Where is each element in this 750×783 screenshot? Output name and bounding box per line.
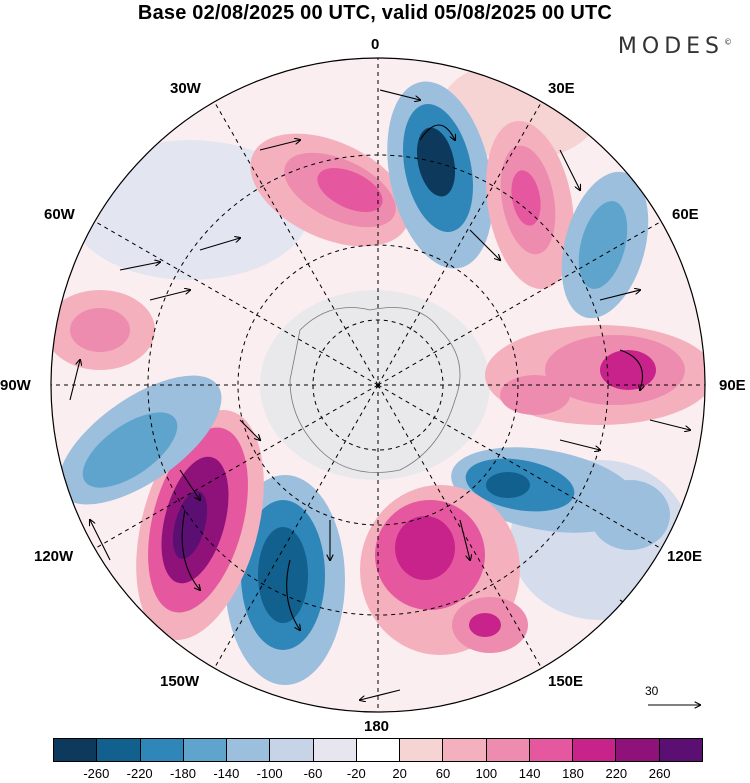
graticule <box>51 58 705 712</box>
colorbar-tick-label: 260 <box>648 766 671 781</box>
modes-logo-mark: © <box>724 37 732 47</box>
colorbar-swatch <box>356 739 401 761</box>
lon-label-150w: 150W <box>160 673 200 690</box>
lon-label-120e: 120E <box>667 548 703 565</box>
colorbar-tick-label: 20 <box>392 766 407 781</box>
colorbar-swatch <box>140 739 184 761</box>
colorbar-tick-label: 140 <box>518 766 541 781</box>
colorbar-tick-label: -20 <box>346 766 366 781</box>
colorbar-swatch <box>183 739 228 761</box>
lon-label-60w: 60W <box>44 206 75 223</box>
lon-label-120w: 120W <box>34 548 74 565</box>
positive-anomaly-160e <box>360 485 528 655</box>
colorbar-tick-label: 60 <box>435 766 451 781</box>
positive-anomaly-0-30w <box>250 133 410 247</box>
colorbar-tick-label: -180 <box>169 766 197 781</box>
modes-logo: MODES© <box>618 34 732 59</box>
negative-anomaly-110e <box>451 447 670 550</box>
colorbar-tick-label: -220 <box>126 766 153 781</box>
lon-label-30w: 30W <box>170 80 201 97</box>
lon-label-60e: 60E <box>672 206 699 223</box>
lon-label-180: 180 <box>364 718 390 735</box>
positive-anomaly-35e <box>486 120 574 290</box>
lon-label-90e: 90E <box>719 377 746 394</box>
colorbar-swatch <box>529 739 574 761</box>
modes-logo-text: MODES <box>617 34 724 59</box>
colorbar-tick-label: -100 <box>256 766 283 781</box>
colorbar-swatch <box>443 739 487 761</box>
vector-scale-label: 30 <box>645 684 659 698</box>
lon-label-0: 0 <box>371 36 380 53</box>
colorbar-swatch <box>313 739 357 761</box>
colorbar-tick-label: 100 <box>475 766 498 781</box>
colorbar-tick-label: -140 <box>213 766 240 781</box>
colorbar <box>53 738 703 762</box>
positive-anomaly-90e <box>485 325 705 425</box>
map-boundary <box>50 57 706 713</box>
negative-anomaly-100w <box>58 375 222 505</box>
anomaly-field <box>51 58 705 712</box>
colorbar-swatch <box>270 739 314 761</box>
colorbar-swatch <box>227 739 271 761</box>
colorbar-swatch <box>97 739 141 761</box>
lon-label-150e: 150E <box>548 673 584 690</box>
colorbar-swatch <box>486 739 530 761</box>
map-title: Base 02/08/2025 00 UTC, valid 05/08/2025… <box>137 2 613 24</box>
colorbar-tick-label: 180 <box>562 766 584 781</box>
colorbar-tick-label: -60 <box>303 766 323 781</box>
antarctica-coastline <box>289 307 461 473</box>
lon-label-30e: 30E <box>548 80 575 97</box>
colorbar-swatch <box>659 739 702 761</box>
colorbar-swatch <box>573 739 617 761</box>
colorbar-swatch <box>616 739 660 761</box>
colorbar-tick-label: 220 <box>605 766 628 781</box>
colorbar-swatch <box>54 739 98 761</box>
colorbar-tick-label: -260 <box>83 766 110 781</box>
positive-anomaly-80w <box>51 290 155 370</box>
colorbar-swatch <box>400 739 444 761</box>
lon-label-90w: 90W <box>0 377 31 394</box>
